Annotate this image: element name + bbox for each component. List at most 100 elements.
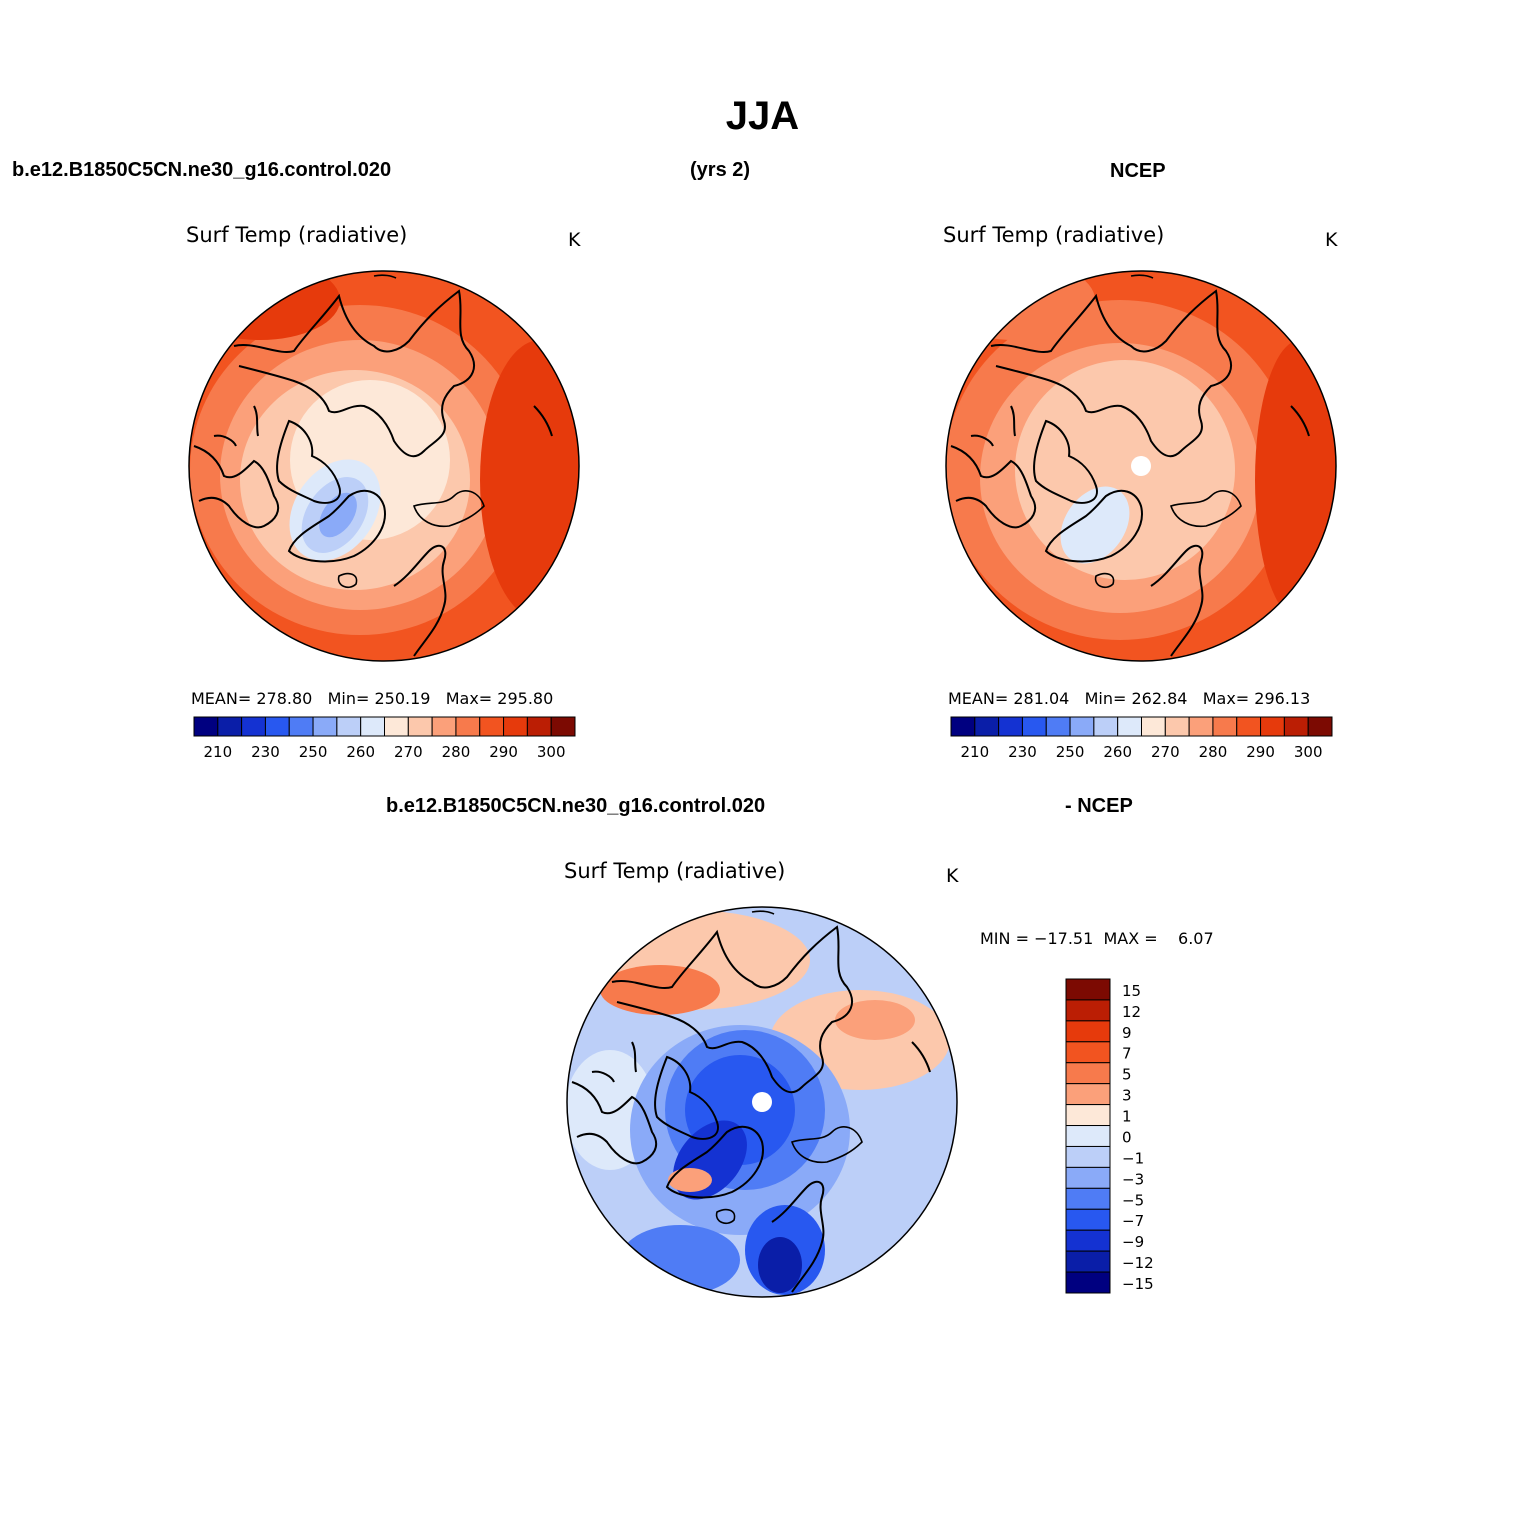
panel1-colorbar-swatch [288,716,314,737]
panel2-mean-label: MEAN= [948,689,1009,708]
panel1-colorbar: 210 230 250 260 270 280 290 300 [193,716,576,761]
panel1-colorbar-swatch [384,716,409,737]
panel2-max-value: 296.13 [1254,689,1311,708]
panel3-map [566,906,958,1298]
panel3-colorbar-tick-label: 5 [1122,1066,1132,1084]
panel3-colorbar-tick-label: −1 [1122,1149,1144,1167]
panel2-max-label: Max= [1202,689,1250,708]
panel2-colorbar-swatch [1283,716,1309,737]
panel1-units: K [568,229,581,251]
case-name-label: b.e12.B1850C5CN.ne30_g16.control.020 [12,159,392,181]
panel1-colorbar-tick-label: 280 [442,743,471,761]
panel2-colorbar-swatch [1212,716,1238,737]
panel2-colorbar-swatch [1093,716,1119,737]
panel1-min-value: 250.19 [374,689,431,708]
panel3-variable-title: Surf Temp (radiative) [564,859,786,883]
panel2-colorbar-swatch [1164,716,1190,737]
panel2-colorbar-swatch [1236,716,1262,737]
panel3-colorbar-swatch [1065,1187,1111,1210]
panel3-colorbar-tick-label: −9 [1122,1233,1144,1251]
panel3-colorbar-swatch [1065,1041,1111,1064]
panel1-colorbar-tick-label: 210 [203,743,232,761]
pole-mask [1131,456,1151,476]
panel1-max-value: 295.80 [497,689,554,708]
panel2-colorbar-tick-label: 260 [1103,743,1132,761]
panel3-max-value: 6.07 [1178,929,1214,948]
panel3-stats: MIN = −17.51 MAX = 6.07 [980,929,1214,948]
panel1-colorbar-swatch [431,716,457,737]
panel3-colorbar-swatch [1065,978,1111,1001]
panel1-mean-value: 278.80 [256,689,313,708]
panel1-colorbar-swatch [360,716,385,737]
panel2-colorbar-swatch [1069,716,1095,737]
panel2-colorbar-swatch [1307,716,1333,737]
panel1-colorbar-swatch [503,716,528,737]
panel2-colorbar-swatch [1141,716,1166,737]
panel1-stats: MEAN= 278.80 Min= 250.19 Max= 295.80 [191,689,553,708]
panel3-colorbar-swatch [1065,1104,1111,1127]
panel1-map [188,270,580,662]
panel1-colorbar-swatch [526,716,552,737]
panel1-colorbar-tick-label: 270 [394,743,423,761]
panel3-colorbar-swatch [1065,1208,1111,1231]
panel3-colorbar-swatch [1065,1083,1111,1106]
diff-obs-name-label: - NCEP [1065,795,1133,817]
panel3-colorbar-swatch [1065,1166,1111,1189]
panel1-variable-title: Surf Temp (radiative) [186,223,408,247]
panel3-colorbar-swatch [1065,1125,1111,1147]
obs-name-label: NCEP [1110,160,1166,182]
panel1-min-label: Min= [327,689,370,708]
panel3-min-value: −17.51 [1034,929,1094,948]
panel1-colorbar-tick-label: 300 [537,743,566,761]
panel3-colorbar-tick-label: −7 [1122,1212,1144,1230]
panel2-colorbar-tick-label: 300 [1294,743,1323,761]
diff-case-name-label: b.e12.B1850C5CN.ne30_g16.control.020 [386,795,766,817]
panel1-colorbar-swatch [264,716,290,737]
panel2-colorbar-tick-label: 250 [1056,743,1085,761]
panel3-colorbar-swatch [1065,1145,1111,1168]
panel3-colorbar-tick-label: 1 [1122,1108,1132,1126]
panel3-colorbar-swatch [1065,999,1111,1022]
panel2-min-value: 262.84 [1131,689,1188,708]
panel1-colorbar-tick-label: 250 [299,743,328,761]
panel3-colorbar-swatch [1065,1062,1111,1085]
panel2-mean-value: 281.04 [1013,689,1070,708]
panel3-colorbar-swatch [1065,1020,1111,1043]
panel2-colorbar-swatch [998,716,1023,737]
panel3-colorbar-tick-label: 15 [1122,982,1141,1000]
panel2-colorbar-swatch [1117,716,1142,737]
panel3-colorbar-tick-label: −5 [1122,1191,1144,1209]
panel2-colorbar-swatch [974,716,1000,737]
panel1-colorbar-tick-label: 230 [251,743,280,761]
panel2-units: K [1325,229,1338,251]
pole-mask [752,1092,772,1112]
panel1-colorbar-swatch [455,716,481,737]
panel3-colorbar-swatch [1065,1271,1111,1294]
panel3-colorbar-swatch [1065,1229,1111,1252]
panel1-colorbar-swatch [312,716,338,737]
page-title: JJA [725,94,800,138]
panel2-colorbar-tick-label: 290 [1246,743,1275,761]
panel2-colorbar-swatch [950,716,976,737]
panel3-units: K [946,865,959,887]
panel2-colorbar-tick-label: 270 [1151,743,1180,761]
panel1-colorbar-tick-label: 260 [346,743,375,761]
panel3-colorbar-tick-label: −12 [1122,1254,1154,1272]
panel3-colorbar-tick-label: −15 [1122,1275,1154,1293]
panel1-max-label: Max= [445,689,493,708]
panel2-colorbar-tick-label: 280 [1199,743,1228,761]
panel2-colorbar: 210 230 250 260 270 280 290 300 [950,716,1333,761]
panel1-colorbar-swatch [550,716,576,737]
panel2-min-label: Min= [1084,689,1127,708]
panel1-colorbar-swatch [217,716,243,737]
panel3-min-label: MIN = [980,929,1029,948]
panel1-mean-label: MEAN= [191,689,252,708]
panel1-colorbar-swatch [479,716,505,737]
panel2-colorbar-swatch [1021,716,1047,737]
panel3-colorbar: 15 12 9 7 5 3 1 0 −1 −3 −5 −7 −9 −12 −15 [1065,978,1154,1294]
panel1-colorbar-swatch [241,716,266,737]
panel3-colorbar-tick-label: 12 [1122,1003,1141,1021]
years-label: (yrs 2) [690,159,751,181]
panel2-colorbar-swatch [1260,716,1285,737]
